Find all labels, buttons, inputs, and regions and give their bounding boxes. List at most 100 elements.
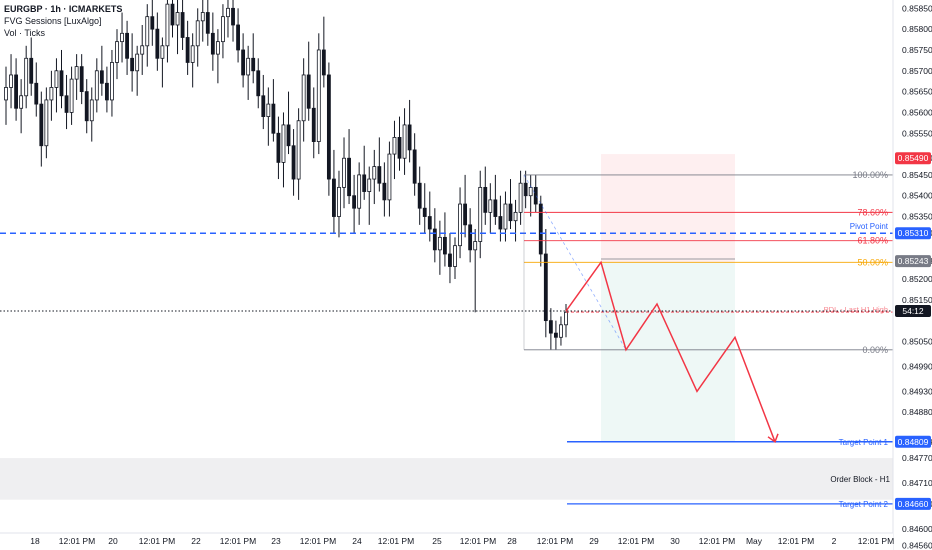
- candle: [94, 58, 99, 113]
- candle-body: [241, 49, 246, 76]
- price-badge-label: 0.85310: [898, 228, 929, 238]
- candle-body: [508, 203, 513, 222]
- fib-level-label: 50.00%: [857, 257, 888, 267]
- candle-body: [190, 45, 195, 63]
- time-tick-label: 28: [507, 536, 517, 546]
- candle-body: [29, 57, 34, 84]
- candle-body: [387, 153, 392, 201]
- candle: [155, 12, 160, 71]
- candle: [261, 74, 266, 130]
- candle-body: [483, 186, 488, 213]
- candle-body: [251, 57, 256, 72]
- candle: [210, 12, 215, 71]
- price-badge: 54:12: [895, 305, 931, 318]
- candle: [29, 37, 34, 96]
- candle-body: [276, 132, 281, 163]
- candle: [135, 45, 140, 96]
- candle-body: [140, 45, 145, 55]
- candle-body: [407, 124, 412, 151]
- zones-layer: Order Block - H1: [0, 154, 893, 500]
- price-badge-bg: [895, 305, 931, 318]
- price-tick-label: 0.85650: [902, 87, 932, 97]
- indicator-fvg-label[interactable]: FVG Sessions [LuxAlgo]: [4, 16, 102, 26]
- pdl-label: PDL - Last H1 High: [824, 305, 888, 314]
- candle-body: [24, 57, 29, 97]
- price-tick-label: 0.84600: [902, 524, 932, 534]
- candle: [508, 179, 513, 230]
- candle-body: [180, 12, 185, 38]
- candle: [180, 0, 185, 50]
- candle-body: [432, 228, 437, 251]
- candle: [513, 199, 518, 242]
- candle-body: [170, 3, 175, 26]
- candle-body: [200, 12, 205, 22]
- candle: [130, 33, 135, 92]
- candle: [347, 129, 351, 205]
- candle: [493, 174, 498, 225]
- candle: [518, 170, 523, 225]
- candle-body: [215, 41, 220, 55]
- candle: [377, 137, 382, 192]
- indicator-volume-label[interactable]: Vol · Ticks: [4, 28, 46, 38]
- price-axis-background: [893, 0, 932, 550]
- candle: [533, 174, 538, 213]
- candle-body: [478, 186, 483, 242]
- candle-body: [306, 74, 311, 109]
- candle-body: [39, 103, 44, 147]
- candle-body: [155, 28, 160, 59]
- candle: [165, 0, 170, 63]
- candle: [110, 49, 114, 117]
- candle: [382, 162, 387, 217]
- candle: [443, 212, 447, 267]
- candle-body: [261, 95, 266, 117]
- candle-body: [135, 53, 140, 72]
- candle-body: [125, 32, 129, 59]
- candle-body: [205, 12, 210, 34]
- candle: [437, 220, 442, 275]
- price-tick-label: 0.85800: [902, 24, 932, 34]
- candle: [246, 45, 251, 100]
- candle: [548, 308, 553, 350]
- fib-level-label: 78.60%: [857, 207, 888, 217]
- time-axis[interactable]: 18 12:01 PM 20 12:01 PM 22 12:01 PM 23 12:01 PM…: [0, 532, 894, 550]
- candle: [104, 66, 109, 113]
- price-axis[interactable]: 0.85850 0.85800 0.85750 0.85700 0.85650 0.856…: [892, 0, 932, 550]
- candle: [89, 87, 94, 142]
- candle-body: [352, 195, 357, 209]
- time-tick-label: 12:01 PM: [618, 536, 654, 546]
- candle-body: [231, 7, 235, 26]
- time-tick-label: 23: [271, 536, 281, 546]
- time-tick-label: 12:01 PM: [378, 536, 414, 546]
- time-axis-background: [0, 533, 893, 550]
- candle: [241, 33, 246, 88]
- candle-body: [382, 182, 387, 201]
- candle: [453, 237, 457, 279]
- price-tick-label: 0.85550: [902, 128, 932, 138]
- candle: [337, 170, 341, 238]
- candle: [145, 4, 150, 67]
- candle-body: [553, 332, 558, 338]
- candle-body: [9, 74, 13, 88]
- candle-body: [19, 95, 24, 109]
- candle: [69, 66, 74, 125]
- candle: [276, 116, 281, 180]
- candle-body: [377, 166, 382, 184]
- candle-body: [49, 87, 54, 101]
- stop-loss-zone: [601, 154, 735, 263]
- candle: [34, 62, 39, 117]
- candle-body: [458, 203, 462, 247]
- price-tick-label: 0.85600: [902, 107, 932, 117]
- candle: [417, 166, 422, 225]
- time-tick-label: 12:01 PM: [300, 536, 336, 546]
- time-tick-label: 18: [30, 536, 40, 546]
- price-tick-label: 0.84560: [902, 540, 932, 550]
- candle-body: [4, 87, 8, 101]
- candle-body: [110, 62, 114, 101]
- candle-body: [271, 103, 276, 134]
- candle: [543, 229, 548, 338]
- candle-body: [185, 37, 190, 63]
- candle: [251, 33, 256, 84]
- candle-body: [473, 241, 478, 251]
- take-profit-zone: [601, 262, 735, 442]
